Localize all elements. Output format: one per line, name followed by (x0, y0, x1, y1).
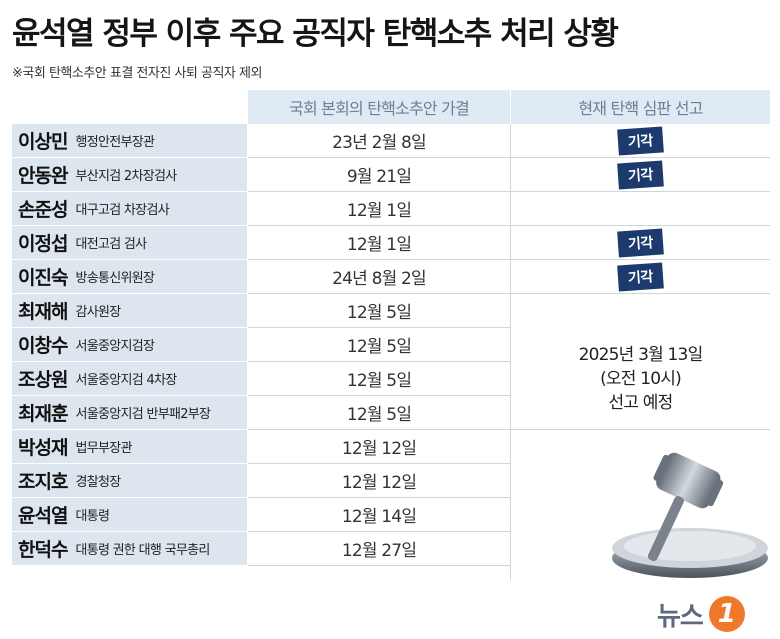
table-row: 안동완 부산지검 2차장검사 9월 21일 기각 (12, 158, 770, 192)
official-name: 최재해 (18, 301, 68, 323)
official-position: 대통령 (75, 509, 110, 524)
official-name: 최재훈 (18, 403, 68, 425)
ruling-cell: 기각 (511, 260, 770, 294)
official-position: 대구고검 차장검사 (75, 203, 169, 218)
official-name: 박성재 (18, 437, 68, 459)
scheduled-time: (오전 10시) (600, 369, 682, 389)
official-position: 방송통신위원장 (75, 271, 155, 286)
official-position: 서울중앙지검장 (75, 339, 155, 354)
official-position: 대전고검 검사 (75, 237, 147, 252)
official-position: 감사원장 (75, 305, 121, 320)
table-row: 이창수 서울중앙지검장 12월 5일 (12, 328, 770, 362)
table-row: 조지호 경찰청장 12월 12일 (12, 464, 770, 498)
official-cell: 이상민 행정안전부장관 (12, 124, 247, 158)
gavel-icon (612, 452, 768, 578)
official-name: 이창수 (18, 335, 68, 357)
passed-date: 12월 1일 (248, 226, 510, 260)
official-position: 행정안전부장관 (75, 135, 155, 150)
table-row: 손준성 대구고검 차장검사 12월 1일 (12, 192, 770, 226)
passed-date: 12월 14일 (248, 498, 510, 532)
logo-mark: 1 (708, 596, 745, 632)
table-row: 박성재 법무부장관 12월 12일 (12, 430, 770, 464)
official-name: 손준성 (18, 199, 68, 221)
page-title: 윤석열 정부 이후 주요 공직자 탄핵소추 처리 상황 (12, 16, 619, 52)
official-cell: 조지호 경찰청장 (12, 464, 247, 498)
official-position: 서울중앙지검 반부패2부장 (75, 407, 211, 422)
passed-date: 23년 2월 8일 (248, 124, 510, 158)
impeachment-table: 국회 본회의 탄핵소추안 가결 현재 탄핵 심판 선고 이상민 행정안전부장관 23… (12, 90, 770, 580)
official-position: 부산지검 2차장검사 (75, 169, 177, 184)
passed-date: 12월 12일 (248, 464, 510, 498)
official-cell: 박성재 법무부장관 (12, 430, 247, 464)
column-divider (510, 124, 511, 580)
dismissed-badge: 기각 (617, 227, 664, 258)
official-cell: 이진숙 방송통신위원장 (12, 260, 247, 294)
scheduled-date: 2025년 3월 13일 (578, 345, 704, 365)
passed-date: 12월 5일 (248, 294, 510, 328)
official-position: 법무부장관 (75, 441, 132, 456)
official-name: 이진숙 (18, 267, 68, 289)
official-name: 한덕수 (18, 539, 68, 561)
official-cell: 최재해 감사원장 (12, 294, 247, 328)
footnote: ※국회 탄핵소추안 표결 전자진 사퇴 공직자 제외 (12, 66, 262, 81)
official-name: 이정섭 (18, 233, 68, 255)
table-row: 한덕수 대통령 권한 대행 국무총리 12월 27일 (12, 532, 770, 566)
passed-date: 9월 21일 (248, 158, 510, 192)
passed-date: 12월 12일 (248, 430, 510, 464)
official-position: 경찰청장 (75, 475, 121, 490)
ruling-cell: 기각 (511, 226, 770, 260)
official-name: 조상원 (18, 369, 68, 391)
official-name: 안동완 (18, 165, 68, 187)
dismissed-badge: 기각 (617, 159, 664, 190)
official-position: 대통령 권한 대행 국무총리 (75, 543, 210, 558)
passed-date: 12월 5일 (248, 396, 510, 430)
table-row: 최재해 감사원장 12월 5일 (12, 294, 770, 328)
ruling-cell (511, 192, 770, 226)
table-row: 이진숙 방송통신위원장 24년 8월 2일 기각 (12, 260, 770, 294)
dismissed-badge: 기각 (617, 261, 664, 292)
ruling-cell: 기각 (511, 124, 770, 158)
news1-logo: 뉴스 1 (657, 594, 772, 634)
table-row: 이상민 행정안전부장관 23년 2월 8일 기각 (12, 124, 770, 158)
official-cell: 최재훈 서울중앙지검 반부패2부장 (12, 396, 247, 430)
official-name: 조지호 (18, 471, 68, 493)
passed-date: 12월 1일 (248, 192, 510, 226)
official-position: 서울중앙지검 4차장 (75, 373, 177, 388)
ruling-cell (511, 396, 770, 430)
passed-date: 24년 8월 2일 (248, 260, 510, 294)
scheduled-ruling: 2025년 3월 13일 (오전 10시) 선고 예정 (511, 328, 770, 430)
official-cell: 이정섭 대전고검 검사 (12, 226, 247, 260)
table-row: 최재훈 서울중앙지검 반부패2부장 12월 5일 (12, 396, 770, 430)
official-cell: 손준성 대구고검 차장검사 (12, 192, 247, 226)
scheduled-label: 선고 예정 (608, 393, 674, 413)
official-cell: 조상원 서울중앙지검 4차장 (12, 362, 247, 396)
official-name: 이상민 (18, 131, 68, 153)
ruling-cell (511, 294, 770, 327)
official-cell: 안동완 부산지검 2차장검사 (12, 158, 247, 192)
official-name: 윤석열 (18, 505, 68, 527)
passed-date: 12월 5일 (248, 328, 510, 362)
dismissed-badge: 기각 (617, 125, 664, 156)
passed-date: 12월 5일 (248, 362, 510, 396)
logo-text: 뉴스 (657, 601, 704, 632)
official-cell: 윤석열 대통령 (12, 498, 247, 532)
official-cell: 한덕수 대통령 권한 대행 국무총리 (12, 532, 247, 566)
header-ruling: 현재 탄핵 심판 선고 (511, 90, 770, 124)
ruling-cell: 기각 (511, 158, 770, 192)
header-passed: 국회 본회의 탄핵소추안 가결 (248, 90, 510, 124)
table-row: 조상원 서울중앙지검 4차장 12월 5일 (12, 362, 770, 396)
table-row: 윤석열 대통령 12월 14일 (12, 498, 770, 532)
official-cell: 이창수 서울중앙지검장 (12, 328, 247, 362)
passed-date: 12월 27일 (248, 532, 510, 566)
table-row: 이정섭 대전고검 검사 12월 1일 기각 (12, 226, 770, 260)
